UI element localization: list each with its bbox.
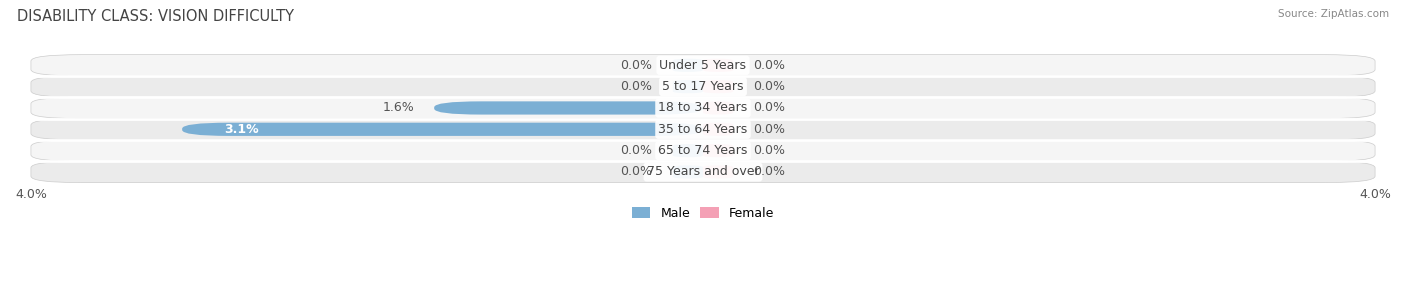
FancyBboxPatch shape: [31, 140, 1375, 161]
Text: Source: ZipAtlas.com: Source: ZipAtlas.com: [1278, 9, 1389, 19]
Text: 0.0%: 0.0%: [620, 80, 652, 93]
FancyBboxPatch shape: [703, 101, 734, 115]
Text: 18 to 34 Years: 18 to 34 Years: [658, 102, 748, 114]
Text: DISABILITY CLASS: VISION DIFFICULTY: DISABILITY CLASS: VISION DIFFICULTY: [17, 9, 294, 24]
Text: 0.0%: 0.0%: [754, 59, 786, 72]
Text: 0.0%: 0.0%: [620, 165, 652, 178]
Text: 35 to 64 Years: 35 to 64 Years: [658, 123, 748, 136]
Text: 0.0%: 0.0%: [620, 59, 652, 72]
Text: 65 to 74 Years: 65 to 74 Years: [658, 144, 748, 157]
Text: 1.6%: 1.6%: [382, 102, 413, 114]
Text: 0.0%: 0.0%: [754, 123, 786, 136]
Text: 3.1%: 3.1%: [224, 123, 259, 136]
FancyBboxPatch shape: [31, 76, 1375, 97]
FancyBboxPatch shape: [703, 59, 734, 72]
FancyBboxPatch shape: [31, 119, 1375, 140]
Text: 0.0%: 0.0%: [754, 102, 786, 114]
FancyBboxPatch shape: [703, 123, 734, 136]
Text: 0.0%: 0.0%: [620, 144, 652, 157]
FancyBboxPatch shape: [434, 101, 703, 115]
FancyBboxPatch shape: [183, 123, 703, 136]
FancyBboxPatch shape: [672, 80, 703, 93]
FancyBboxPatch shape: [31, 161, 1375, 183]
FancyBboxPatch shape: [672, 144, 703, 157]
FancyBboxPatch shape: [31, 55, 1375, 76]
FancyBboxPatch shape: [672, 59, 703, 72]
Text: 0.0%: 0.0%: [754, 144, 786, 157]
FancyBboxPatch shape: [703, 165, 734, 178]
FancyBboxPatch shape: [703, 80, 734, 93]
FancyBboxPatch shape: [672, 165, 703, 178]
Text: 0.0%: 0.0%: [754, 80, 786, 93]
Text: 75 Years and over: 75 Years and over: [647, 165, 759, 178]
Text: 5 to 17 Years: 5 to 17 Years: [662, 80, 744, 93]
FancyBboxPatch shape: [703, 144, 734, 157]
Text: 0.0%: 0.0%: [754, 165, 786, 178]
FancyBboxPatch shape: [31, 97, 1375, 119]
Legend: Male, Female: Male, Female: [627, 202, 779, 225]
Text: Under 5 Years: Under 5 Years: [659, 59, 747, 72]
